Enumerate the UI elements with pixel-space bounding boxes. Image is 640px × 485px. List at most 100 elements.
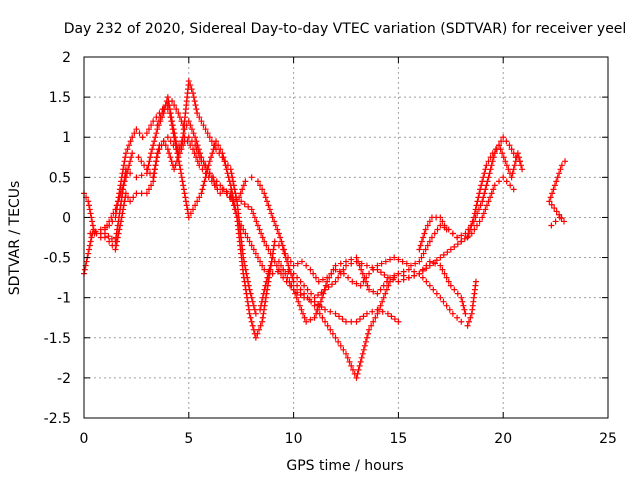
- data-point-marker: [478, 182, 485, 189]
- data-point-marker: [285, 254, 292, 261]
- data-point-marker: [204, 130, 211, 137]
- data-point-marker: [240, 274, 247, 281]
- data-point-marker: [154, 150, 161, 157]
- data-point-marker: [468, 222, 475, 229]
- data-point-marker: [154, 154, 161, 161]
- data-point-marker: [266, 274, 273, 281]
- data-point-marker: [476, 190, 483, 197]
- data-point-marker: [182, 194, 189, 201]
- data-point-marker: [348, 318, 355, 325]
- data-point-marker: [179, 178, 186, 185]
- x-tick-label: 0: [80, 431, 89, 447]
- data-point-marker: [172, 138, 179, 145]
- data-point-marker: [475, 194, 482, 201]
- data-point-marker: [266, 270, 273, 277]
- data-point-marker: [377, 302, 384, 309]
- series-6: [416, 142, 526, 253]
- data-point-marker: [264, 198, 271, 205]
- data-point-marker: [149, 146, 156, 153]
- data-point-marker: [428, 234, 435, 241]
- data-point-marker: [426, 282, 433, 289]
- data-point-marker: [449, 310, 456, 317]
- data-point-marker: [245, 302, 252, 309]
- data-point-marker: [361, 342, 368, 349]
- data-point-marker: [432, 260, 439, 267]
- data-point-marker: [256, 326, 263, 333]
- data-point-marker: [194, 110, 201, 117]
- data-point-marker: [116, 194, 123, 201]
- data-point-marker: [250, 326, 257, 333]
- data-point-marker: [430, 286, 437, 293]
- data-point-marker: [490, 186, 497, 193]
- data-point-marker: [189, 146, 196, 153]
- data-point-marker: [354, 370, 361, 377]
- data-point-marker: [340, 346, 347, 353]
- data-point-marker: [290, 278, 297, 285]
- data-point-marker: [152, 134, 159, 141]
- y-tick-label: 0.5: [49, 170, 71, 186]
- data-point-marker: [81, 266, 88, 273]
- data-point-marker: [279, 242, 286, 249]
- data-point-marker: [378, 260, 385, 267]
- data-point-marker: [254, 254, 261, 261]
- data-point-marker: [135, 154, 142, 161]
- data-point-marker: [558, 162, 565, 169]
- data-point-marker: [482, 206, 489, 213]
- data-point-marker: [329, 281, 336, 288]
- data-point-marker: [487, 154, 494, 161]
- data-point-marker: [464, 234, 471, 241]
- data-point-marker: [403, 260, 410, 267]
- data-point-marker: [270, 246, 277, 253]
- data-point-marker: [339, 316, 346, 323]
- data-point-marker: [85, 202, 92, 209]
- data-point-marker: [200, 158, 207, 165]
- data-point-marker: [167, 154, 174, 161]
- data-point-marker: [321, 286, 328, 293]
- data-point-marker: [147, 154, 154, 161]
- data-point-marker: [364, 282, 371, 289]
- y-tick-label: -1: [57, 291, 71, 307]
- data-point-marker: [304, 294, 311, 301]
- y-tick-label: -2: [57, 371, 71, 387]
- data-point-marker: [395, 256, 402, 263]
- data-point-marker: [332, 334, 339, 341]
- data-point-marker: [202, 126, 209, 133]
- data-point-marker: [420, 250, 427, 257]
- data-point-marker: [252, 334, 259, 341]
- data-point-marker: [437, 262, 444, 269]
- data-point-marker: [121, 158, 128, 165]
- data-point-marker: [379, 298, 386, 305]
- data-point-marker: [187, 210, 194, 217]
- data-point-marker: [219, 154, 226, 161]
- data-point-marker: [185, 214, 192, 221]
- data-point-marker: [244, 294, 251, 301]
- data-point-marker: [311, 302, 318, 309]
- data-point-marker: [170, 142, 177, 149]
- data-point-marker: [125, 194, 132, 201]
- data-point-marker: [491, 182, 498, 189]
- data-point-marker: [213, 146, 220, 153]
- data-point-marker: [108, 214, 115, 221]
- data-point-marker: [190, 94, 197, 101]
- data-point-marker: [391, 254, 398, 261]
- data-point-marker: [547, 194, 554, 201]
- data-point-marker: [87, 210, 94, 217]
- data-point-marker: [189, 90, 196, 97]
- series-4: [154, 98, 469, 381]
- data-point-marker: [150, 170, 157, 177]
- data-point-marker: [382, 290, 389, 297]
- data-point-marker: [124, 146, 131, 153]
- data-point-marker: [440, 251, 447, 258]
- data-point-marker: [177, 166, 184, 173]
- data-point-marker: [376, 306, 383, 313]
- data-point-marker: [262, 294, 269, 301]
- data-point-marker: [437, 294, 444, 301]
- data-point-marker: [304, 286, 311, 293]
- data-point-marker: [471, 210, 478, 217]
- data-point-marker: [441, 222, 448, 229]
- data-point-marker: [358, 354, 365, 361]
- data-point-marker: [489, 150, 496, 157]
- data-point-marker: [196, 114, 203, 121]
- data-point-marker: [287, 258, 294, 265]
